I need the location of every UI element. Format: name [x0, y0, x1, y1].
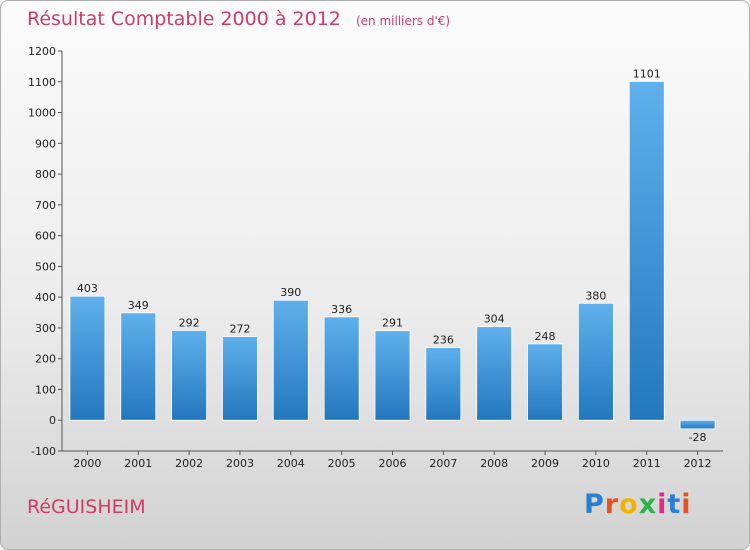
bar-2009	[527, 343, 563, 421]
bar-2011	[628, 81, 665, 421]
logo-letter: r	[604, 489, 620, 520]
y-tick-label: 1000	[28, 107, 56, 120]
y-tick-label: 800	[35, 168, 56, 181]
value-label-2002: 292	[179, 316, 200, 329]
value-label-2010: 380	[585, 289, 606, 302]
bar-2006	[374, 330, 411, 421]
y-tick-label: 700	[35, 199, 56, 212]
x-tick-label: 2007	[429, 457, 457, 470]
bar-2003	[222, 336, 258, 421]
bar-2008	[476, 326, 513, 421]
value-label-2006: 291	[382, 317, 403, 330]
x-tick-label: 2011	[633, 457, 661, 470]
title-row: Résultat Comptable 2000 à 2012 (en milli…	[27, 8, 450, 30]
bar-2005	[323, 316, 360, 421]
logo-letter: t	[667, 489, 682, 520]
x-tick-label: 2002	[175, 457, 203, 470]
y-tick-label: 400	[35, 291, 56, 304]
y-tick-label: 500	[35, 260, 56, 273]
logo-letter: i	[657, 489, 668, 520]
x-tick-label: 2000	[73, 457, 101, 470]
y-tick-label: 1200	[28, 45, 56, 58]
bar-2001	[120, 312, 157, 421]
y-tick-label: 300	[35, 322, 56, 335]
x-tick-label: 2005	[328, 457, 356, 470]
logo-letter: x	[638, 489, 658, 520]
value-label-2003: 272	[229, 323, 250, 336]
bar-2012	[679, 419, 716, 430]
proxiti-logo[interactable]: Proxiti	[584, 489, 692, 520]
value-label-2005: 336	[331, 303, 352, 316]
x-tick-label: 2001	[124, 457, 152, 470]
x-tick-label: 2008	[480, 457, 508, 470]
x-tick-label: 2006	[379, 457, 407, 470]
x-tick-label: 2012	[684, 457, 712, 470]
y-tick-label: 0	[49, 414, 56, 427]
logo-letter: i	[681, 489, 692, 520]
y-tick-label: 1100	[28, 76, 56, 89]
bar-2010	[577, 302, 614, 421]
y-tick-label: -100	[31, 445, 56, 458]
x-tick-label: 2009	[531, 457, 559, 470]
value-label-2004: 390	[280, 286, 301, 299]
bar-2000	[69, 295, 106, 421]
logo-letter: o	[619, 489, 639, 520]
data-labels: 403 349 292 272 390 336 291 236 304 248 380 1101 -28	[77, 67, 707, 443]
value-label-2012: -28	[689, 431, 707, 444]
bar-2002	[171, 329, 208, 421]
logo-letter: P	[584, 489, 605, 520]
x-tick-label: 2004	[277, 457, 305, 470]
x-tick-label: 2010	[582, 457, 610, 470]
y-tick-label: 600	[35, 230, 56, 243]
bars	[69, 81, 716, 430]
value-label-2007: 236	[433, 334, 454, 347]
y-tick-label: 900	[35, 137, 56, 150]
chart-subtitle: (en milliers d'€)	[355, 14, 451, 28]
value-label-2008: 304	[484, 313, 505, 326]
bar-2004	[272, 299, 309, 421]
chart-title: Résultat Comptable 2000 à 2012	[27, 8, 341, 30]
x-tick-label: 2003	[226, 457, 254, 470]
bar-2007	[425, 347, 462, 421]
y-tick-label: 100	[35, 383, 56, 396]
value-label-2001: 349	[128, 299, 149, 312]
commune-name: RéGUISHEIM	[27, 496, 146, 518]
y-tick-label: 200	[35, 353, 56, 366]
value-label-2009: 248	[535, 330, 556, 343]
axes: -100 0 100 200 300 400 500 600 700 800 900 1000 1100…	[28, 45, 723, 470]
value-label-2011: 1101	[633, 67, 661, 80]
value-label-2000: 403	[77, 282, 98, 295]
